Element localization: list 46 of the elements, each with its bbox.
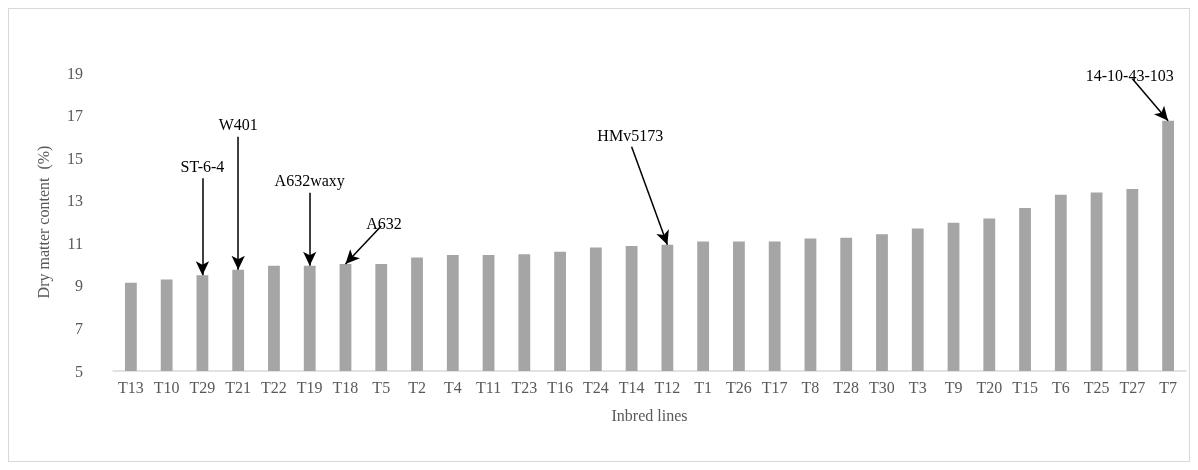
x-tick-label: T25 xyxy=(1083,378,1110,396)
x-tick-label: T20 xyxy=(976,378,1003,396)
y-tick-label: 17 xyxy=(67,107,83,125)
y-tick-label: 13 xyxy=(67,192,83,210)
x-tick-label: T24 xyxy=(582,378,609,396)
annotation: W401 xyxy=(218,116,258,134)
x-tick-label: T11 xyxy=(475,378,502,396)
annotation: A632waxy xyxy=(274,172,345,191)
x-tick-label: T28 xyxy=(833,378,860,396)
y-axis-title: Dry matter content (%) xyxy=(34,145,53,299)
annotation: ST-6-4 xyxy=(180,157,225,175)
x-tick-label: T27 xyxy=(1119,378,1146,396)
x-tick-label: T13 xyxy=(117,378,144,396)
x-tick-label: T19 xyxy=(296,378,323,396)
x-tick-label: T3 xyxy=(908,378,927,396)
x-tick-label: T26 xyxy=(726,378,752,396)
y-tick-label: 11 xyxy=(67,234,83,252)
x-tick-label: T6 xyxy=(1051,378,1070,396)
x-tick-label: T7 xyxy=(1159,378,1178,396)
x-tick-label: T18 xyxy=(332,378,359,396)
x-tick-label: T8 xyxy=(801,378,820,396)
annotation: 14-10-43-103 xyxy=(1085,67,1174,85)
x-axis-title: Inbred lines xyxy=(611,406,688,424)
x-tick-label: T16 xyxy=(547,378,573,396)
y-tick-label: 9 xyxy=(75,277,83,295)
y-tick-label: 7 xyxy=(75,319,83,337)
annotation: A632 xyxy=(366,214,402,232)
x-tick-label: T12 xyxy=(654,378,681,396)
x-tick-label: T10 xyxy=(153,378,180,396)
x-tick-label: T21 xyxy=(225,378,252,396)
annotation: HMv5173 xyxy=(597,126,664,144)
x-tick-label: T4 xyxy=(443,378,462,396)
y-tick-label: 19 xyxy=(67,64,83,82)
x-tick-label: T14 xyxy=(618,378,645,396)
x-tick-label: T29 xyxy=(189,378,216,396)
x-tick-label: T30 xyxy=(869,378,895,396)
y-tick-label: 15 xyxy=(67,149,83,167)
x-tick-label: T17 xyxy=(761,378,788,396)
x-tick-label: T23 xyxy=(511,378,538,396)
y-tick-label: 5 xyxy=(75,362,83,380)
x-tick-label: T5 xyxy=(372,378,391,396)
x-tick-label: T22 xyxy=(261,378,287,396)
x-tick-label: T15 xyxy=(1012,378,1038,396)
x-tick-label: T1 xyxy=(694,378,713,396)
x-tick-label: T9 xyxy=(944,378,963,396)
x-tick-label: T2 xyxy=(408,378,426,396)
